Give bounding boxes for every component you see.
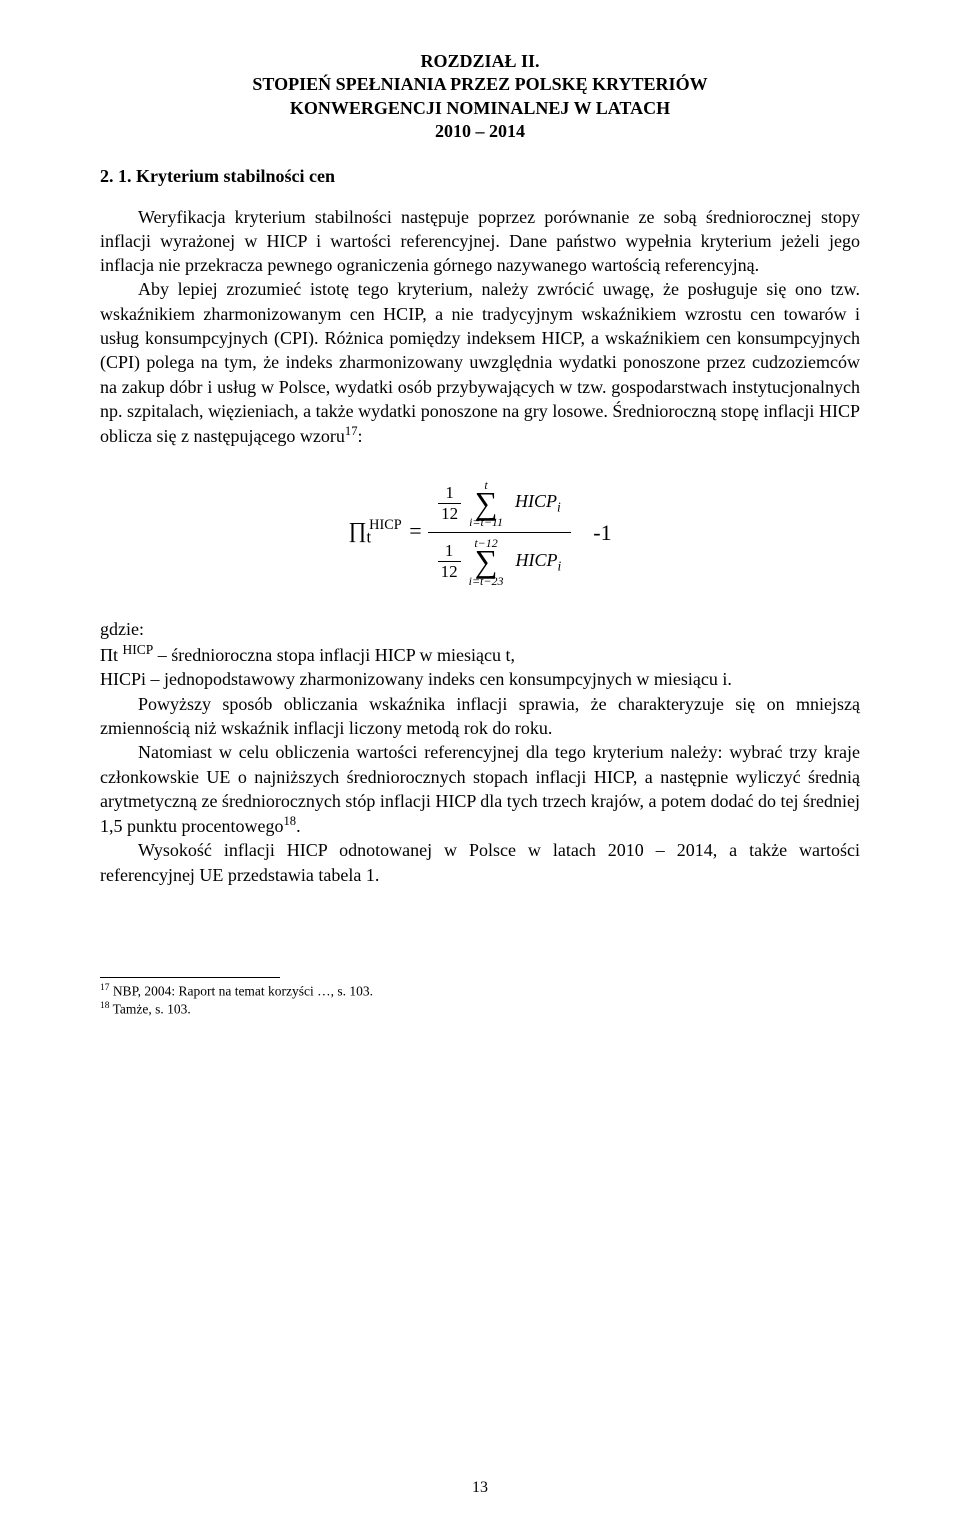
sum-lower: i=t−11 [469, 516, 503, 528]
inner-frac-top: 1 [438, 541, 461, 562]
where-text: Πt [100, 645, 123, 665]
sum-term: HICPi [515, 491, 561, 516]
inner-frac-bot: 12 [438, 562, 461, 582]
paragraph: Wysokość inflacji HICP odnotowanej w Pol… [100, 838, 860, 887]
hicp: HICP [515, 491, 557, 511]
equals-sign: = [409, 518, 421, 543]
footnote: 18 Tamże, s. 103. [100, 1000, 860, 1018]
fraction-numerator: 1 12 t ∑ i=t−11 HICPi [428, 477, 572, 534]
summation: t−12 ∑ i=t−23 [469, 537, 504, 587]
chapter-line: 2010 – 2014 [100, 120, 860, 143]
footnote-text: NBP, 2004: Raport na temat korzyści …, s… [109, 983, 373, 998]
hicp: HICP [516, 550, 558, 570]
fraction-denominator: 1 12 t−12 ∑ i=t−23 HICPi [428, 533, 572, 589]
chapter-line: STOPIEŃ SPEŁNIANIA PRZEZ POLSKĘ KRYTERIÓ… [100, 73, 860, 96]
paragraph: Powyższy sposób obliczania wskaźnika inf… [100, 692, 860, 741]
paragraph-text: Aby lepiej zrozumieć istotę tego kryteri… [100, 279, 860, 446]
chapter-title: ROZDZIAŁ II. STOPIEŃ SPEŁNIANIA PRZEZ PO… [100, 50, 860, 144]
inner-frac-top: 1 [438, 483, 461, 504]
sigma-symbol: ∑ [469, 549, 504, 575]
sum-lower: i=t−23 [469, 575, 504, 587]
fraction: 1 12 t ∑ i=t−11 HICPi 1 12 [428, 477, 572, 589]
footnote-ref: 18 [283, 814, 296, 828]
formula-lhs: ∏tHICP = [348, 517, 421, 548]
where-line: Πt HICP – średnioroczna stopa inflacji H… [100, 641, 860, 667]
inner-fraction: 1 12 [438, 483, 461, 524]
footnote: 17 NBP, 2004: Raport na temat korzyści …… [100, 982, 860, 1000]
chapter-line: ROZDZIAŁ II. [100, 50, 860, 73]
inner-frac-bot: 12 [438, 504, 461, 524]
where-block: gdzie: Πt HICP – średnioroczna stopa inf… [100, 617, 860, 692]
subscript-i: i [557, 500, 561, 515]
sigma-symbol: ∑ [469, 491, 503, 517]
sum-term: HICPi [516, 550, 562, 575]
prod-symbol: ∏ [348, 518, 366, 543]
where-label: gdzie: [100, 617, 860, 641]
inner-fraction: 1 12 [438, 541, 461, 582]
paragraph: Natomiast w celu obliczenia wartości ref… [100, 740, 860, 838]
chapter-line: KONWERGENCJI NOMINALNEJ W LATACH [100, 97, 860, 120]
formula-tail: -1 [593, 520, 611, 546]
where-line: HICPi – jednopodstawowy zharmonizowany i… [100, 667, 860, 691]
formula-block: ∏tHICP = 1 12 t ∑ i=t−11 HICPi [100, 477, 860, 589]
where-text: – średnioroczna stopa inflacji HICP w mi… [153, 645, 515, 665]
where-sup: HICP [123, 642, 154, 657]
formula-sup: HICP [369, 517, 402, 533]
summation: t ∑ i=t−11 [469, 479, 503, 529]
section-title: 2. 1. Kryterium stabilności cen [100, 166, 860, 187]
subscript-i: i [558, 558, 562, 573]
footnote-ref: 17 [345, 424, 358, 438]
paragraph-text: . [296, 816, 301, 836]
paragraph-text: Natomiast w celu obliczenia wartości ref… [100, 742, 860, 836]
footnote-text: Tamże, s. 103. [109, 1002, 190, 1017]
page-number: 13 [0, 1479, 960, 1497]
footnote-separator [100, 977, 280, 978]
paragraph: Aby lepiej zrozumieć istotę tego kryteri… [100, 277, 860, 448]
paragraph: Weryfikacja kryterium stabilności następ… [100, 205, 860, 278]
